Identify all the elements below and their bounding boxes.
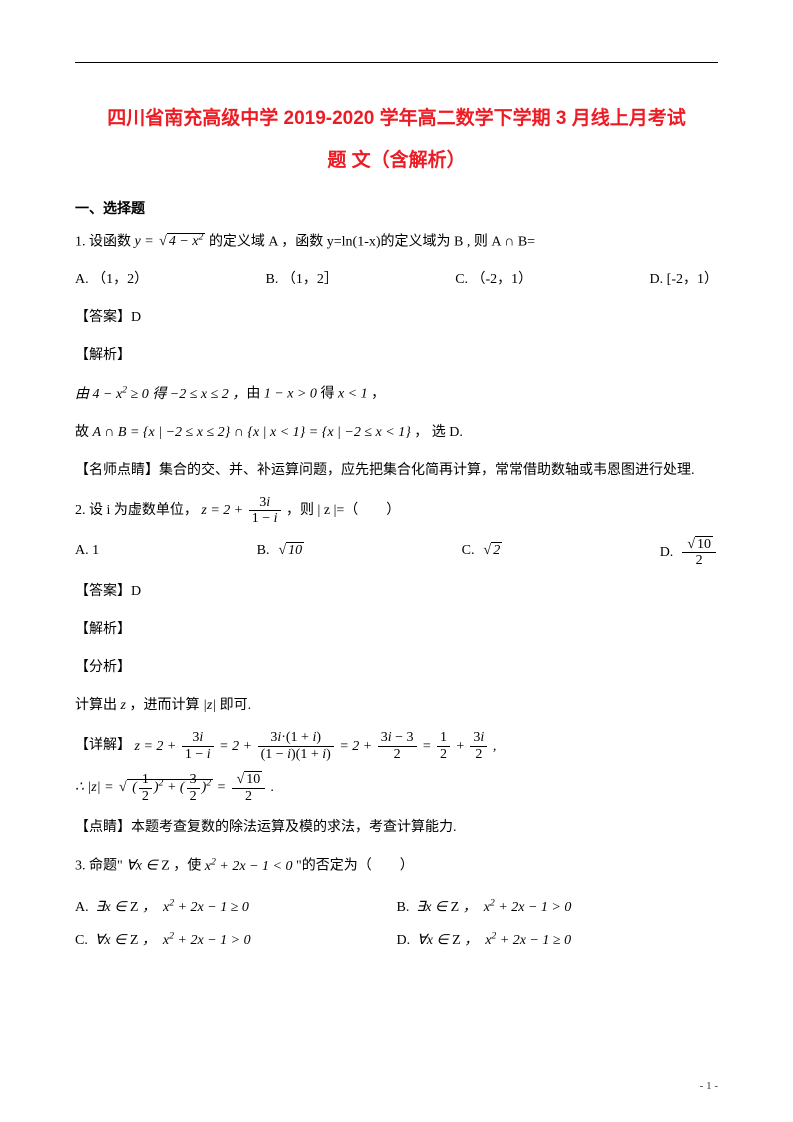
- q2-mod-math: ∴ |z| = (12)2 + (32)2 = 102 .: [75, 780, 274, 795]
- q2-optD: D. 102: [660, 537, 718, 569]
- q1-stem-post: 的定义域 A ，函数 y=ln(1-x)的定义域为 B , 则 A ∩ B=: [209, 234, 535, 249]
- section-1-heading: 一、选择题: [75, 198, 718, 218]
- exam-title: 四川省南充高级中学 2019-2020 学年高二数学下学期 3 月线上月考试 题…: [75, 98, 718, 182]
- q1-step1: 由 4 − x2 ≥ 0 得 −2 ≤ x ≤ 2 ，由 1 − x > 0 得…: [75, 380, 718, 409]
- q3-options: A. ∃x ∈ Z ， x2 + 2x − 1 ≥ 0 B. ∃x ∈ Z ， …: [75, 891, 718, 958]
- q3-optA: A. ∃x ∈ Z ， x2 + 2x − 1 ≥ 0: [75, 891, 397, 925]
- q2-formula: z = 2 + 3i1 − i: [201, 503, 282, 518]
- q2-stem-post: ，则 | z |=（ ）: [286, 503, 400, 518]
- q1-tip: 【名师点睛】集合的交、并、补运算问题，应先把集合化简再计算，常常借助数轴或韦恩图…: [75, 457, 718, 485]
- q1-optD: D. [-2，1）: [650, 266, 718, 294]
- q1-step2: 故 A ∩ B = {x | −2 ≤ x ≤ 2} ∩ {x | x < 1}…: [75, 419, 718, 447]
- q1-optB: B. （1，2］: [265, 266, 337, 294]
- q1-step1-math: 由 4 − x2 ≥ 0 得 −2 ≤ x ≤ 2 ，: [75, 387, 246, 402]
- top-hr: [75, 62, 718, 63]
- q2-options: A. 1 B. 10 C. 2 D. 102: [75, 537, 718, 569]
- q1-optC: C. （-2，1）: [455, 266, 532, 294]
- q1-stem: 1. 设函数 y = 4 − x2 的定义域 A ，函数 y=ln(1-x)的定…: [75, 228, 718, 257]
- q2-answer: 【答案】D: [75, 578, 718, 606]
- q2-optB: B. 10: [257, 537, 305, 569]
- q2-tip: 【点睛】本题考查复数的除法运算及模的求法，考查计算能力.: [75, 814, 718, 842]
- q1-stem-pre: 1. 设函数: [75, 234, 135, 249]
- q2-mod: ∴ |z| = (12)2 + (32)2 = 102 .: [75, 772, 718, 804]
- page-number: - 1 -: [700, 1080, 718, 1092]
- q1-optA: A. （1，2）: [75, 266, 148, 294]
- q3-optB: B. ∃x ∈ Z ， x2 + 2x − 1 > 0: [397, 891, 719, 925]
- q1-options: A. （1，2） B. （1，2］ C. （-2，1） D. [-2，1）: [75, 266, 718, 294]
- q3-stem: 3. 命题" ∀x ∈ Z ，使 x2 + 2x − 1 < 0 "的否定为（ …: [75, 852, 718, 881]
- q2-jiexi: 【解析】: [75, 616, 718, 644]
- q2-optC: C. 2: [462, 537, 503, 569]
- q3-optD: D. ∀x ∈ Z ， x2 + 2x − 1 ≥ 0: [397, 924, 719, 958]
- q2-stem: 2. 设 i 为虚数单位， z = 2 + 3i1 − i ，则 | z |=（…: [75, 495, 718, 527]
- q2-optA: A. 1: [75, 537, 99, 569]
- q1-answer: 【答案】D: [75, 304, 718, 332]
- q2-step0: 计算出 z ，进而计算 |z| 即可.: [75, 692, 718, 720]
- q2-stem-pre: 2. 设 i 为虚数单位，: [75, 503, 198, 518]
- q2-detail: 【详解】 z = 2 + 3i1 − i = 2 + 3i·(1 + i)(1 …: [75, 730, 718, 762]
- q2-detail-label: 【详解】: [75, 739, 131, 754]
- q3-optC: C. ∀x ∈ Z ， x2 + 2x − 1 > 0: [75, 924, 397, 958]
- title-line2: 题 文（含解析）: [75, 140, 718, 182]
- q2-detail-math: z = 2 + 3i1 − i = 2 + 3i·(1 + i)(1 − i)(…: [135, 739, 497, 754]
- q1-jiexi: 【解析】: [75, 342, 718, 370]
- title-line1: 四川省南充高级中学 2019-2020 学年高二数学下学期 3 月线上月考试: [75, 98, 718, 140]
- q2-fenxi: 【分析】: [75, 654, 718, 682]
- q1-formula: y = 4 − x2: [135, 234, 206, 249]
